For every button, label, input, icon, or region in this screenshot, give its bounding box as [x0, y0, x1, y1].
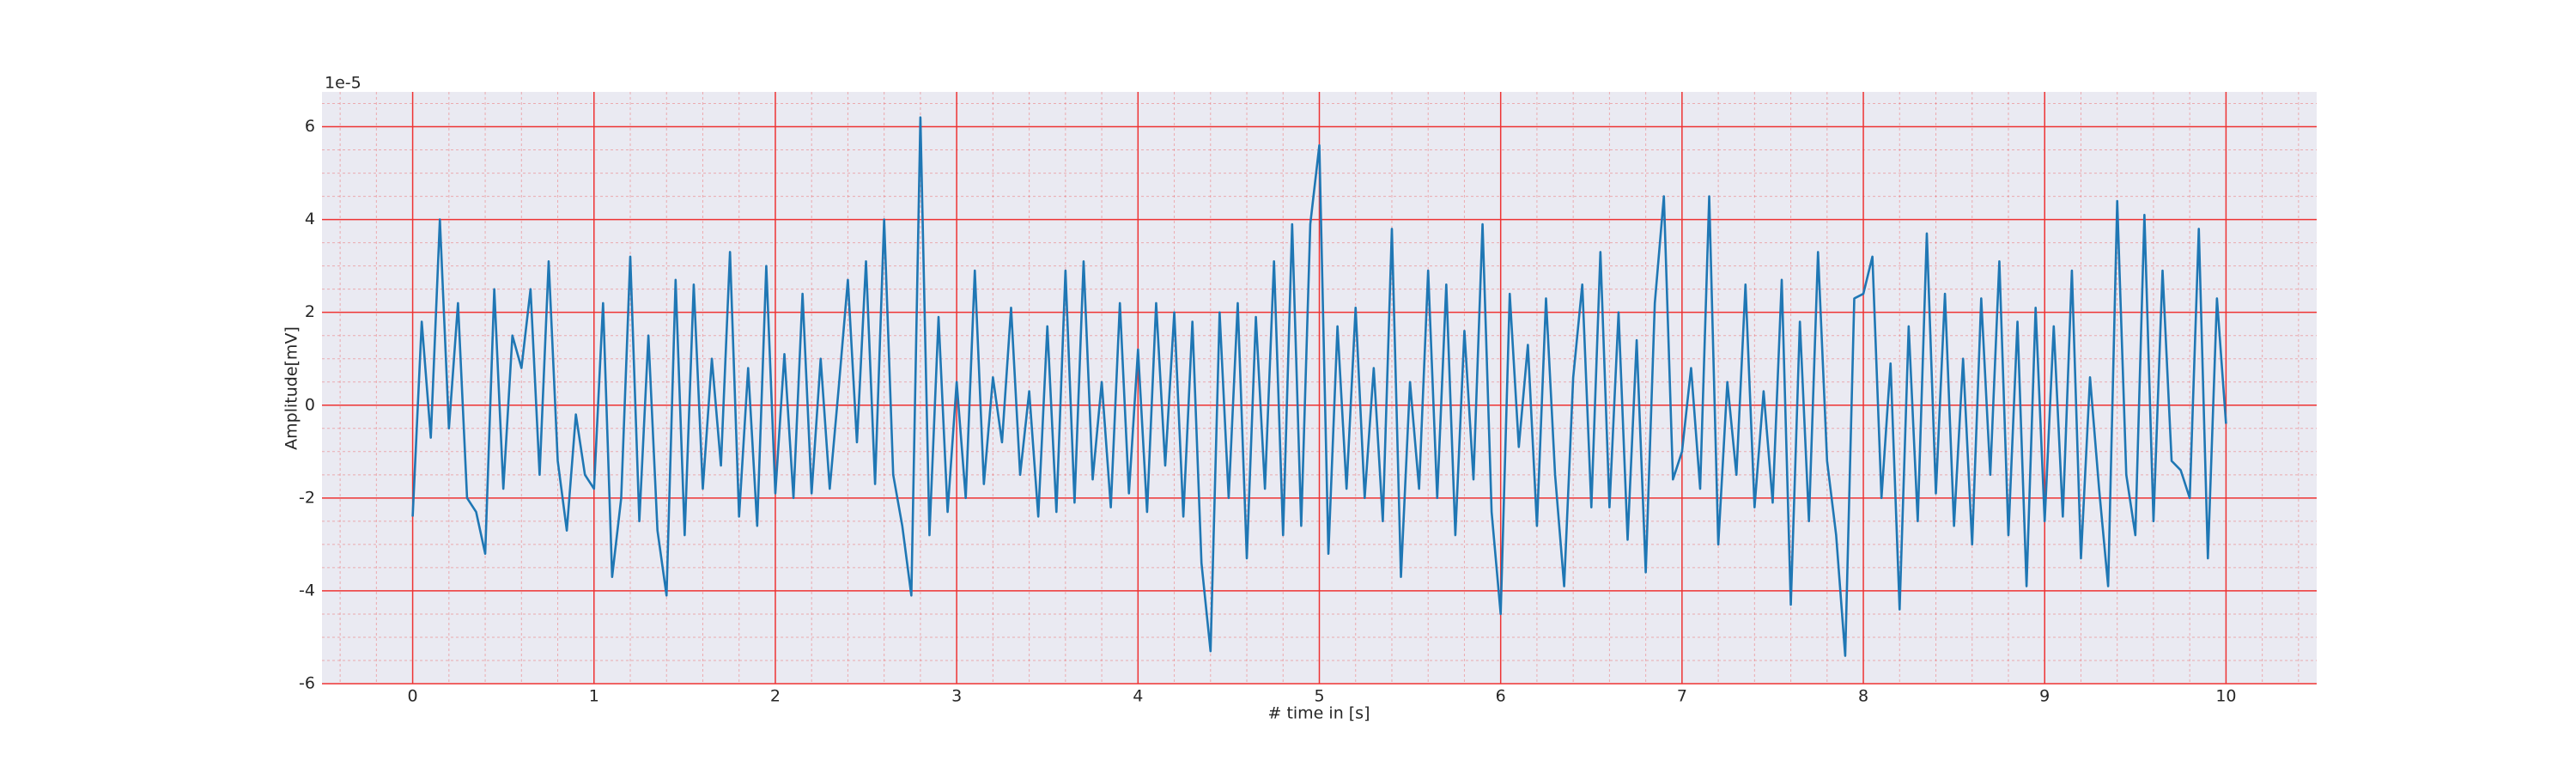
x-tick-label: 5 — [1314, 687, 1324, 706]
signal-line — [411, 116, 2227, 657]
x-tick-label: 0 — [408, 687, 418, 706]
y-tick-label: 2 — [305, 302, 315, 321]
x-tick-label: 1 — [589, 687, 599, 706]
y-tick-label: -6 — [299, 674, 315, 693]
x-tick-label: 9 — [2039, 687, 2050, 706]
x-tick-label: 7 — [1677, 687, 1687, 706]
x-tick-label: 3 — [951, 687, 962, 706]
y-tick-label: -2 — [299, 488, 315, 507]
y-tick-label: 4 — [305, 210, 315, 228]
y-tick-label: -4 — [299, 581, 315, 600]
x-tick-label: 6 — [1496, 687, 1506, 706]
y-axis-label: Amplitude[mV] — [283, 326, 301, 450]
x-axis-label: # time in [s] — [1267, 704, 1370, 723]
y-tick-label: 6 — [305, 117, 315, 136]
x-tick-label: 2 — [770, 687, 781, 706]
x-tick-label: 8 — [1858, 687, 1868, 706]
x-tick-label: 10 — [2215, 687, 2236, 706]
x-tick-label: 4 — [1133, 687, 1143, 706]
y-tick-label: 0 — [305, 395, 315, 414]
y-offset-label: 1e-5 — [325, 74, 361, 93]
